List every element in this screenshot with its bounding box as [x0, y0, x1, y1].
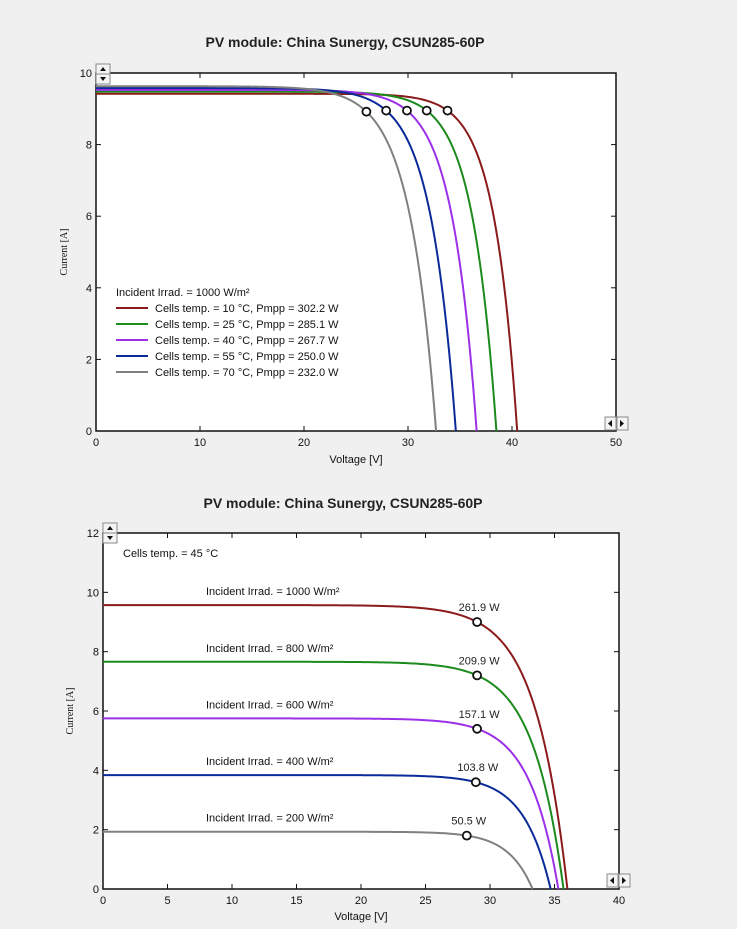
x-tick-label: 15 [290, 895, 302, 907]
legend-header: Incident Irrad. = 1000 W/m² [116, 287, 250, 299]
curve-label: Incident Irrad. = 600 W/m² [206, 699, 334, 711]
y-tick-label: 8 [93, 647, 99, 659]
y-tick-label: 10 [80, 68, 92, 80]
y-scroll-down-button[interactable] [95, 73, 111, 85]
chart-irradiance: PV module: China Sunergy, CSUN285-60P 0 5… [65, 495, 631, 923]
mpp-marker [461, 830, 472, 841]
curve-label: Incident Irrad. = 200 W/m² [206, 813, 334, 825]
pmpp-label: 209.9 W [459, 655, 501, 667]
y-tick-label: 4 [93, 765, 99, 777]
x-tick-label: 0 [100, 895, 106, 907]
series-line [103, 604, 569, 890]
x-tick-label: 40 [506, 437, 518, 449]
pmpp-label: 50.5 W [451, 816, 486, 828]
mpp-marker [472, 723, 483, 734]
series-line [96, 85, 438, 432]
y-tick-label: 2 [86, 354, 92, 366]
plot-area [102, 532, 620, 890]
mpp-marker [381, 105, 392, 116]
x-tick-label: 50 [610, 437, 622, 449]
arrow-down-icon [107, 536, 113, 540]
x-tick-label: 40 [613, 895, 625, 907]
mpp-marker [470, 777, 481, 788]
y-tick-label: 12 [87, 528, 99, 540]
x-tick-label: 35 [548, 895, 560, 907]
chart-temperature: PV module: China Sunergy, CSUN285-60P 0 1… [59, 34, 629, 466]
arrow-right-icon [622, 877, 626, 884]
x-scroll-left-button[interactable] [606, 873, 619, 888]
x-scroll-right-button[interactable] [616, 416, 629, 431]
y-tick-label: 10 [87, 587, 99, 599]
y-scroll-up-button[interactable] [95, 63, 111, 75]
x-tick-label: 0 [93, 437, 99, 449]
arrow-right-icon [620, 420, 624, 427]
curve-label: Incident Irrad. = 1000 W/m² [206, 586, 340, 598]
x-tick-label: 5 [164, 895, 170, 907]
pmpp-label: 261.9 W [459, 602, 501, 614]
arrow-left-icon [608, 420, 612, 427]
legend-item-label: Cells temp. = 70 °C, Pmpp = 232.0 W [155, 367, 339, 379]
y-axis-label: Current [A] [65, 688, 76, 735]
x-tick-label: 30 [402, 437, 414, 449]
series-line [103, 830, 534, 890]
chart-title: PV module: China Sunergy, CSUN285-60P [205, 34, 484, 50]
series-line [103, 717, 560, 890]
mpp-marker [442, 105, 453, 116]
series-line [96, 87, 457, 432]
mpp-marker [361, 106, 372, 117]
series-line [103, 660, 565, 890]
y-tick-label: 0 [93, 884, 99, 896]
chart-title: PV module: China Sunergy, CSUN285-60P [203, 495, 482, 511]
y-scroll-down-button[interactable] [102, 532, 118, 544]
y-tick-label: 6 [93, 706, 99, 718]
y-scroll-up-button[interactable] [102, 522, 118, 534]
y-tick-label: 0 [86, 426, 92, 438]
mpp-marker [472, 670, 483, 681]
x-tick-label: 30 [484, 895, 496, 907]
y-axis-label: Current [A] [59, 229, 70, 276]
mpp-marker [402, 105, 412, 116]
x-tick-label: 10 [226, 895, 238, 907]
y-tick-label: 8 [86, 140, 92, 152]
legend-item-label: Cells temp. = 10 °C, Pmpp = 302.2 W [155, 303, 339, 315]
legend-item-label: Cells temp. = 55 °C, Pmpp = 250.0 W [155, 351, 339, 363]
x-axis-label: Voltage [V] [329, 454, 382, 466]
y-tick-label: 6 [86, 211, 92, 223]
pmpp-label: 103.8 W [457, 762, 499, 774]
legend-item-label: Cells temp. = 40 °C, Pmpp = 267.7 W [155, 335, 339, 347]
mpp-marker [472, 617, 483, 627]
pmpp-label: 157.1 W [459, 709, 501, 721]
curve-label: Incident Irrad. = 400 W/m² [206, 756, 334, 768]
arrow-up-icon [107, 526, 113, 530]
x-scroll-right-button[interactable] [618, 873, 631, 888]
header-label: Cells temp. = 45 °C [123, 548, 218, 560]
legend-item-label: Cells temp. = 25 °C, Pmpp = 285.1 W [155, 319, 339, 331]
x-tick-label: 20 [298, 437, 310, 449]
series-line [96, 88, 478, 432]
y-tick-label: 2 [93, 825, 99, 837]
arrow-up-icon [100, 67, 106, 71]
arrow-down-icon [100, 77, 106, 81]
y-tick-label: 4 [86, 283, 92, 295]
x-tick-label: 20 [355, 895, 367, 907]
plot-area [95, 72, 617, 432]
x-axis-label: Voltage [V] [334, 911, 387, 923]
curve-label: Incident Irrad. = 800 W/m² [206, 643, 334, 655]
arrow-left-icon [610, 877, 614, 884]
x-scroll-left-button[interactable] [604, 416, 617, 431]
mpp-marker [421, 105, 432, 116]
x-tick-label: 10 [194, 437, 206, 449]
x-tick-label: 25 [419, 895, 431, 907]
